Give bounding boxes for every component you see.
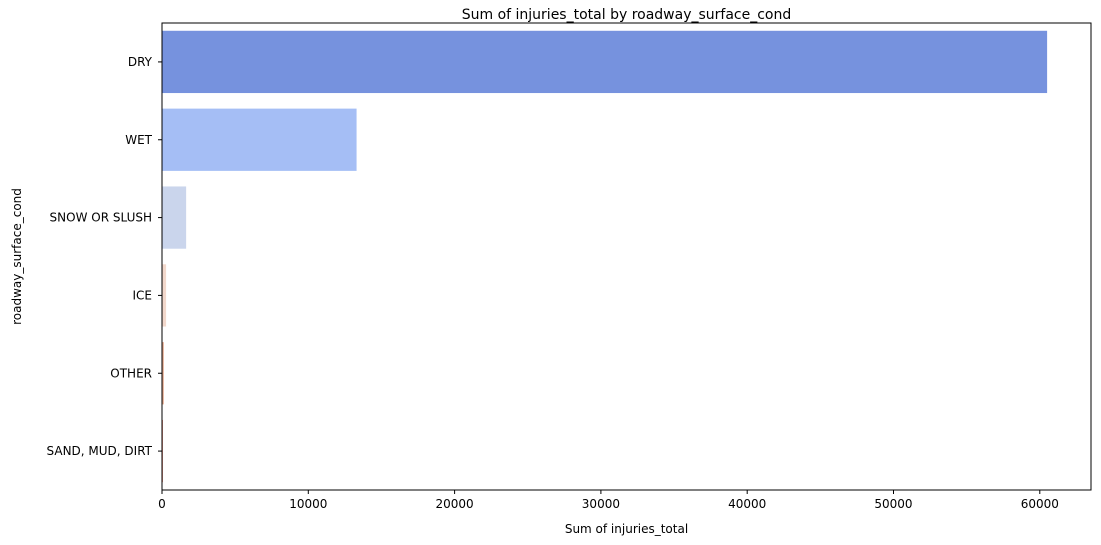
- y-tick-label: DRY: [128, 55, 153, 69]
- x-tick-label: 60000: [1021, 497, 1059, 511]
- plot-frame: [161, 22, 1092, 491]
- bars: [162, 30, 1048, 483]
- x-tick-label: 30000: [582, 497, 620, 511]
- x-tick-label: 10000: [289, 497, 327, 511]
- y-tick-label: WET: [125, 133, 152, 147]
- y-tick-label: ICE: [133, 288, 153, 302]
- y-tick-label: SNOW OR SLUSH: [50, 211, 152, 225]
- x-axis-label: Sum of injuries_total: [565, 522, 688, 536]
- bar-snow-or-slush: [162, 186, 187, 249]
- bar-dry: [162, 30, 1048, 94]
- bar-wet: [162, 108, 357, 171]
- x-axis-ticks: 0 10000 20000 30000 40000 50000 60000: [158, 490, 1059, 511]
- bar-ice: [162, 264, 167, 327]
- x-tick-label: 40000: [728, 497, 766, 511]
- y-tick-label: OTHER: [110, 366, 152, 380]
- x-tick-label: 50000: [874, 497, 912, 511]
- x-tick-label: 20000: [436, 497, 474, 511]
- y-axis-label: roadway_surface_cond: [10, 188, 24, 325]
- chart-title: Sum of injuries_total by roadway_surface…: [462, 7, 792, 23]
- x-tick-label: 0: [158, 497, 166, 511]
- bar-other: [162, 342, 164, 405]
- y-axis-ticks: DRY WET SNOW OR SLUSH ICE OTHER SAND, MUD, DI…: [47, 55, 162, 458]
- y-tick-label: SAND, MUD, DIRT: [47, 444, 153, 458]
